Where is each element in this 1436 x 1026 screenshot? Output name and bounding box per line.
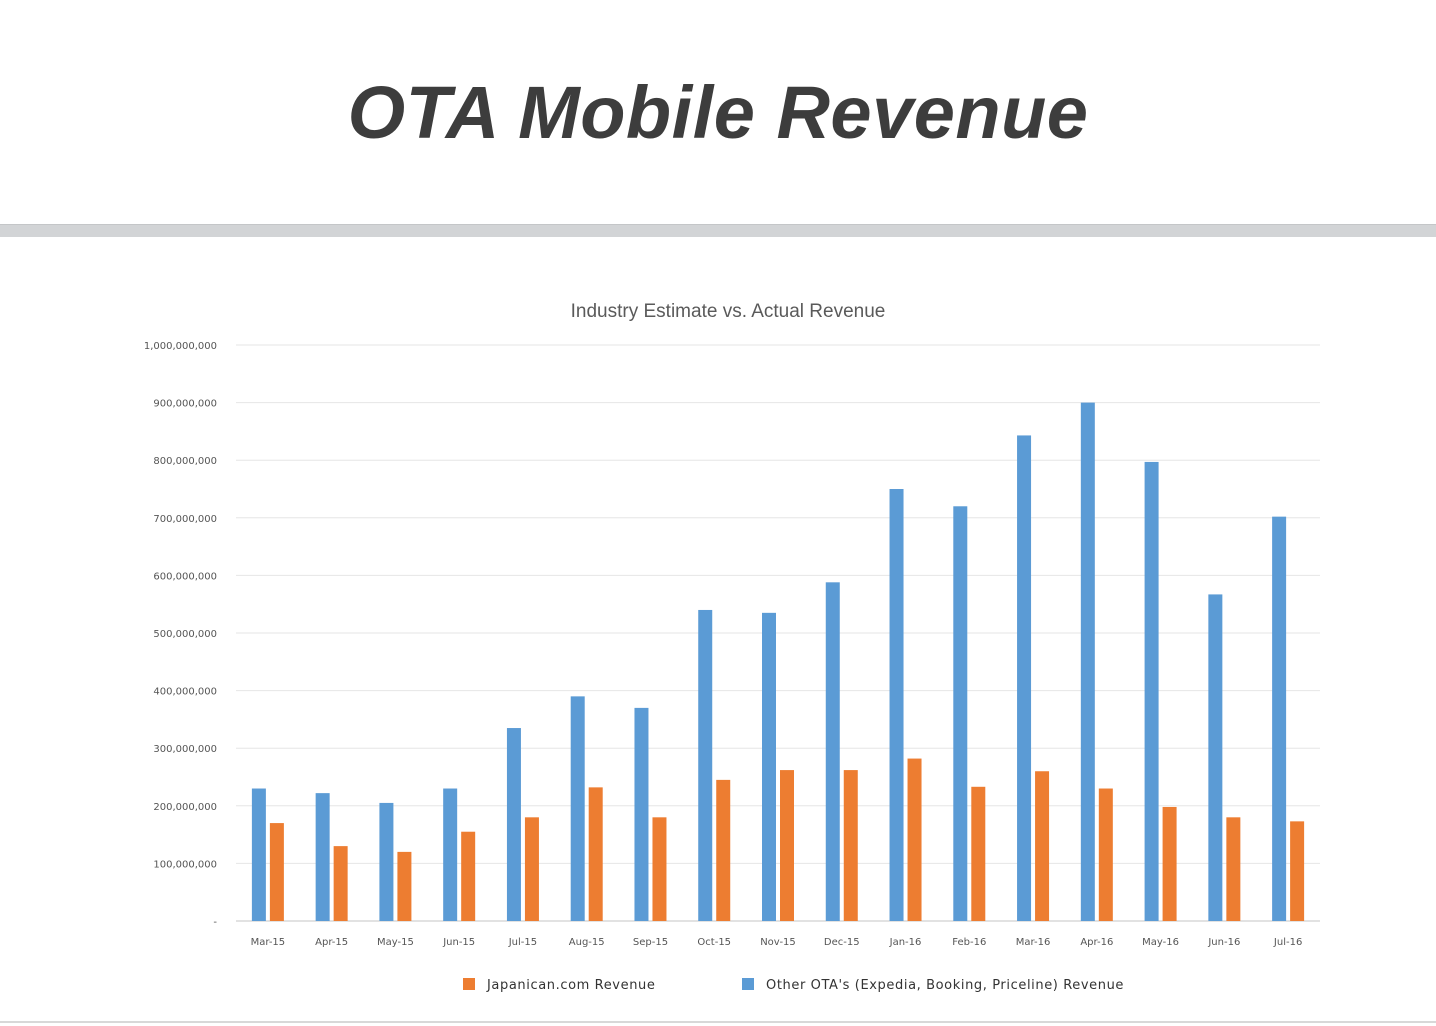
x-tick-label: May-15 [377, 937, 414, 948]
bar-other-ota [1144, 461, 1159, 921]
x-tick-label: Jun-16 [1207, 937, 1240, 948]
y-tick-label: 800,000,000 [153, 456, 217, 467]
y-tick-label: 900,000,000 [153, 399, 217, 410]
header-divider [0, 224, 1436, 237]
x-tick-label: Feb-16 [952, 937, 986, 948]
x-tick-label: May-16 [1142, 937, 1179, 948]
bar-japanican [843, 770, 858, 921]
x-tick-label: Aug-15 [569, 937, 605, 948]
bar-other-ota [379, 802, 394, 921]
y-tick-label: 300,000,000 [153, 744, 217, 755]
y-tick-label: 400,000,000 [153, 687, 217, 698]
bar-japanican [971, 786, 986, 921]
x-tick-label: Jun-15 [442, 937, 475, 948]
bar-other-ota [443, 788, 458, 921]
bar-japanican [333, 846, 348, 921]
y-tick-label: - [213, 917, 217, 928]
x-tick-label: Jul-16 [1273, 937, 1302, 948]
chart-title: Industry Estimate vs. Actual Revenue [571, 301, 886, 322]
slide-title: OTA Mobile Revenue [347, 71, 1089, 154]
bar-other-ota [762, 612, 776, 921]
x-tick-label: Jul-15 [508, 937, 537, 948]
y-tick-label: 700,000,000 [153, 514, 217, 525]
bar-other-ota [1017, 435, 1032, 921]
y-tick-label: 200,000,000 [153, 802, 217, 813]
bar-japanican [1290, 821, 1305, 921]
bar-japanican [907, 758, 922, 921]
gridlines [236, 344, 1320, 922]
bar-japanican [269, 823, 284, 921]
y-axis: - 100,000,000 200,000,000 300,000,000 400,00… [144, 341, 218, 928]
y-tick-label: 1,000,000,000 [144, 341, 217, 352]
bar-japanican [1162, 806, 1177, 921]
legend: Japanican.com Revenue Other OTA's (Expedi… [463, 978, 1124, 993]
x-tick-label: Mar-16 [1016, 937, 1051, 948]
bar-japanican [397, 851, 412, 921]
x-tick-label: Apr-15 [315, 937, 348, 948]
bar-other-ota [1080, 402, 1095, 922]
bar-japanican [524, 817, 539, 921]
y-tick-label: 500,000,000 [153, 629, 217, 640]
bar-japanican [461, 831, 476, 921]
bar-other-ota [634, 707, 649, 921]
x-tick-label: Apr-16 [1080, 937, 1113, 948]
bar-other-ota [1272, 516, 1287, 921]
bar-japanican [780, 770, 794, 921]
bar-japanican [1098, 788, 1113, 921]
bar-other-ota [698, 609, 713, 921]
bar-other-ota [315, 793, 330, 921]
bar-other-ota [889, 489, 904, 921]
y-tick-label: 100,000,000 [153, 859, 217, 870]
x-tick-label: Nov-15 [760, 937, 796, 948]
bar-other-ota [570, 696, 585, 921]
bar-japanican [1226, 817, 1241, 921]
legend-swatch [463, 978, 475, 990]
bar-other-ota [251, 788, 266, 921]
bar-other-ota [825, 582, 840, 921]
bar-japanican [652, 817, 667, 921]
bar-japanican [588, 787, 603, 921]
x-axis: Mar-15 Apr-15 May-15 Jun-15 Jul-15 Aug-15 Sep-… [251, 937, 1303, 948]
legend-label: Other OTA's (Expedia, Booking, Priceline… [766, 978, 1124, 993]
x-tick-label: Mar-15 [251, 937, 286, 948]
bar-other-ota [506, 728, 521, 921]
bottom-divider [0, 1021, 1436, 1023]
x-tick-label: Oct-15 [697, 937, 731, 948]
legend-label: Japanican.com Revenue [486, 978, 655, 993]
bar-japanican [716, 779, 731, 921]
y-tick-label: 600,000,000 [153, 571, 217, 582]
bars [251, 402, 1305, 922]
x-tick-label: Jan-16 [889, 937, 922, 948]
x-tick-label: Sep-15 [633, 937, 668, 948]
legend-swatch [742, 978, 754, 990]
x-tick-label: Dec-15 [824, 937, 860, 948]
bar-japanican [1035, 771, 1050, 921]
bar-other-ota [953, 506, 968, 921]
bar-other-ota [1208, 594, 1223, 921]
